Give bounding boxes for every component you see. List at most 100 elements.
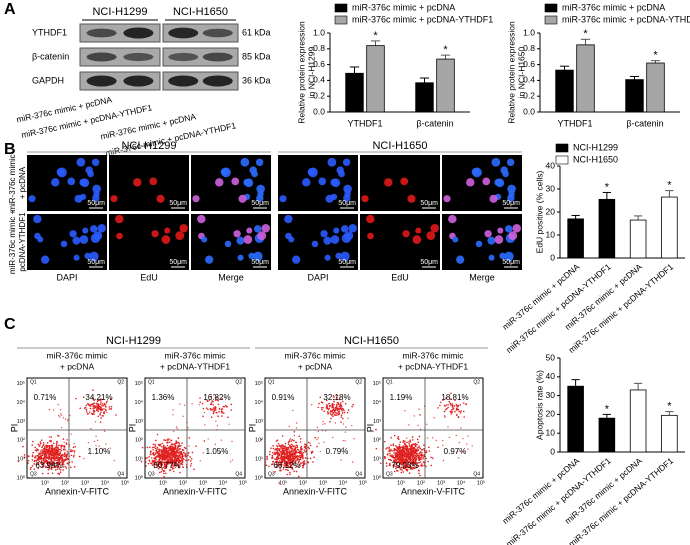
cell xyxy=(224,240,232,248)
event xyxy=(410,444,413,446)
cell xyxy=(161,235,171,244)
y-tick-label: 30 xyxy=(546,390,556,400)
event xyxy=(94,421,97,423)
event xyxy=(271,454,274,457)
event xyxy=(328,405,331,407)
cell xyxy=(320,230,328,238)
micrograph xyxy=(360,214,440,270)
event xyxy=(157,461,160,464)
event xyxy=(72,449,74,452)
event xyxy=(347,409,350,411)
cell xyxy=(253,251,263,262)
cell xyxy=(443,195,451,203)
event xyxy=(102,448,104,450)
legend-swatch xyxy=(334,3,348,13)
event xyxy=(342,407,344,410)
event xyxy=(400,454,403,456)
y-tick-label: 0.8 xyxy=(523,43,535,53)
event xyxy=(455,403,458,406)
blot-band xyxy=(86,75,117,87)
event xyxy=(309,444,312,447)
event xyxy=(158,456,161,459)
event xyxy=(406,469,408,472)
event xyxy=(333,398,335,401)
event xyxy=(177,456,179,458)
event xyxy=(405,463,407,465)
event xyxy=(400,463,403,466)
event xyxy=(47,464,49,466)
event xyxy=(300,454,303,457)
event xyxy=(176,448,178,450)
blot-band xyxy=(168,27,199,39)
y-tick-label: 10⁵ xyxy=(135,380,143,387)
event xyxy=(272,445,274,447)
event xyxy=(402,449,404,451)
event xyxy=(178,445,181,447)
x-tick-label: YTHDF1 xyxy=(557,118,592,128)
event xyxy=(183,459,185,461)
event xyxy=(343,411,346,414)
event xyxy=(212,412,215,415)
legend-swatch xyxy=(555,143,569,153)
event xyxy=(457,416,460,419)
event xyxy=(288,462,291,464)
event xyxy=(289,459,292,462)
event xyxy=(95,405,97,407)
event xyxy=(327,408,330,411)
event xyxy=(191,403,193,405)
event xyxy=(183,446,186,449)
y-tick-label: 10⁵ xyxy=(255,380,263,387)
event xyxy=(48,467,51,469)
event xyxy=(91,413,94,415)
event xyxy=(432,457,434,459)
event xyxy=(231,440,233,443)
event xyxy=(172,451,175,453)
event xyxy=(87,412,90,415)
event xyxy=(181,455,184,457)
event xyxy=(95,444,97,447)
cell xyxy=(507,194,515,202)
event xyxy=(340,402,342,404)
event xyxy=(345,426,347,428)
event xyxy=(385,465,388,467)
event xyxy=(178,460,181,462)
cell xyxy=(495,178,505,188)
event xyxy=(85,408,88,411)
event xyxy=(171,466,173,468)
event xyxy=(409,452,412,455)
event xyxy=(153,446,155,449)
event xyxy=(58,458,60,460)
x-tick-label: 10¹ xyxy=(41,480,49,486)
cell xyxy=(415,227,422,234)
event xyxy=(329,410,332,413)
event xyxy=(333,403,335,406)
event xyxy=(397,457,399,460)
event xyxy=(168,438,171,440)
y-tick-label: 10³ xyxy=(373,419,381,425)
event xyxy=(384,457,386,460)
cell xyxy=(164,227,171,234)
cell xyxy=(89,225,98,233)
bar xyxy=(646,62,665,113)
event xyxy=(172,409,174,411)
event xyxy=(164,446,167,448)
event xyxy=(154,447,157,450)
event xyxy=(326,403,328,406)
event xyxy=(163,470,166,472)
event xyxy=(60,455,63,457)
event xyxy=(299,441,302,443)
event xyxy=(103,412,105,415)
event xyxy=(161,452,163,455)
event xyxy=(45,454,48,456)
event xyxy=(187,427,189,429)
event xyxy=(338,398,341,401)
event xyxy=(182,415,184,417)
event xyxy=(214,443,217,446)
event xyxy=(63,447,65,449)
event xyxy=(206,399,208,402)
quadrant-value: 66.12% xyxy=(273,461,300,470)
event xyxy=(286,448,289,451)
event xyxy=(446,404,448,406)
event xyxy=(395,453,397,456)
event xyxy=(64,449,66,451)
